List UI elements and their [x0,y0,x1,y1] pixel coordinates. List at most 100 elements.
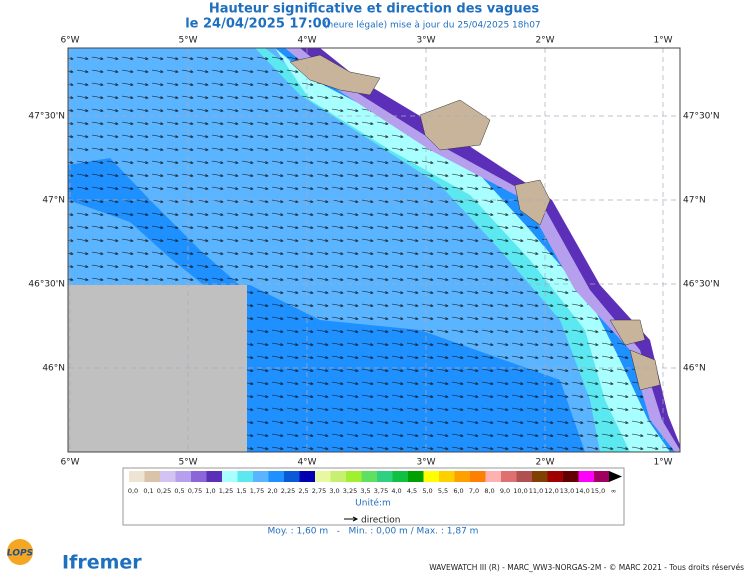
longitude-label: 3°W [416,36,435,46]
latitude-label: 46°N [683,364,706,374]
land-patch [629,349,661,391]
legend-swatch [392,471,408,482]
latitude-label: 46°30'N [28,280,65,290]
legend-arrow [609,471,622,482]
legend-label: 2,0 [267,487,277,495]
direction-label: direction [361,516,400,526]
legend-label: 8,0 [484,487,494,495]
legend-swatch [547,471,563,482]
legend-swatch [253,471,269,482]
legend-label: 15,0 [591,487,605,495]
land-patch [609,319,646,346]
lops-text: LOPS [7,549,33,559]
legend-swatch [361,471,377,482]
longitude-label: 4°W [297,458,316,468]
legend-swatch [454,471,470,482]
legend-label: 2,25 [281,487,295,495]
date: le 24/04/2025 17:00 [185,17,331,32]
footer: WAVEWATCH III (R) - MARC_WW3-NORGAS-2M -… [429,563,744,572]
legend-label: 14,0 [575,487,589,495]
update-note: (heure légale) mise à jour du 25/04/2025… [324,20,541,31]
legend-label: 10,0 [513,487,527,495]
legend-label: 0,1 [143,487,153,495]
longitude-label: 2°W [535,458,554,468]
legend-swatch [532,471,548,482]
legend-label: 3,0 [329,487,339,495]
legend-swatch [423,471,439,482]
legend-swatch [439,471,455,482]
legend-swatch [268,471,284,482]
legend-label: 2,5 [298,487,308,495]
legend-swatch [299,471,315,482]
land-patch [419,99,491,151]
legend-swatch [516,471,532,482]
legend-label: 11,0 [529,487,543,495]
map [67,47,681,453]
longitude-label: 6°W [60,36,79,46]
legend-swatch [206,471,222,482]
latitude-label: 47°30'N [683,112,720,122]
latitude-label: 47°N [42,196,65,206]
longitude-label: 3°W [416,458,435,468]
legend-label: 3,75 [374,487,388,495]
title: Hauteur significative et direction des v… [209,2,540,17]
legend-swatch [129,471,145,482]
legend-swatch [408,471,424,482]
legend-swatch [377,471,393,482]
longitude-label: 6°W [60,458,79,468]
legend-swatch [578,471,594,482]
direction-icon-head [352,516,359,522]
legend-swatch [191,471,207,482]
stats: Moy. : 1,60 m - Min. : 0,00 m / Max. : 1… [268,527,479,537]
legend-label: ∞ [611,487,616,495]
unit: Unité:m [355,498,391,509]
grid [68,48,680,452]
legend-label: 2,75 [312,487,326,495]
legend-swatch [346,471,362,482]
legend-label: 5,5 [438,487,448,495]
legend-label: 13,0 [560,487,574,495]
legend: 0,0 0,1 0,25 0,5 0,75 1,0 1,25 1,5 1,75 2,0 2,25 2,… [128,471,616,495]
legend-label: 5,0 [422,487,432,495]
legend-label: 1,75 [250,487,264,495]
legend-label: 6,0 [453,487,463,495]
legend-label: 0,5 [174,487,184,495]
legend-label: 1,5 [236,487,246,495]
longitude-label: 1°W [653,36,672,46]
land-patch [289,54,381,96]
legend-swatch [222,471,238,482]
longitude-label: 2°W [535,36,554,46]
legend-swatch [485,471,501,482]
lops-logo [7,539,33,565]
longitude-label: 4°W [297,36,316,46]
legend-swatch [237,471,253,482]
legend-swatch [330,471,346,482]
latitude-label: 47°N [683,196,706,206]
longitude-label: 1°W [653,458,672,468]
legend-swatch [563,471,579,482]
legend-label: 0,25 [157,487,171,495]
legend-label: 3,5 [360,487,370,495]
longitude-label: 5°W [178,458,197,468]
latitude-label: 46°N [42,364,65,374]
legend-swatch [594,471,610,482]
legend-label: 9,0 [500,487,510,495]
legend-label: 1,25 [219,487,233,495]
legend-label: 4,5 [407,487,417,495]
legend-swatch [470,471,486,482]
legend-label: 12,0 [544,487,558,495]
legend-label: 0,75 [188,487,202,495]
legend-label: 1,0 [205,487,215,495]
legend-swatch [315,471,331,482]
legend-swatch [160,471,176,482]
latitude-label: 46°30'N [683,280,720,290]
legend-swatch [501,471,517,482]
legend-label: 0,0 [128,487,138,495]
map-frame [67,47,681,453]
longitude-label: 5°W [178,36,197,46]
legend-swatch [175,471,191,482]
land [320,48,680,445]
no-data [68,285,247,452]
latitude-label: 47°30'N [28,112,65,122]
